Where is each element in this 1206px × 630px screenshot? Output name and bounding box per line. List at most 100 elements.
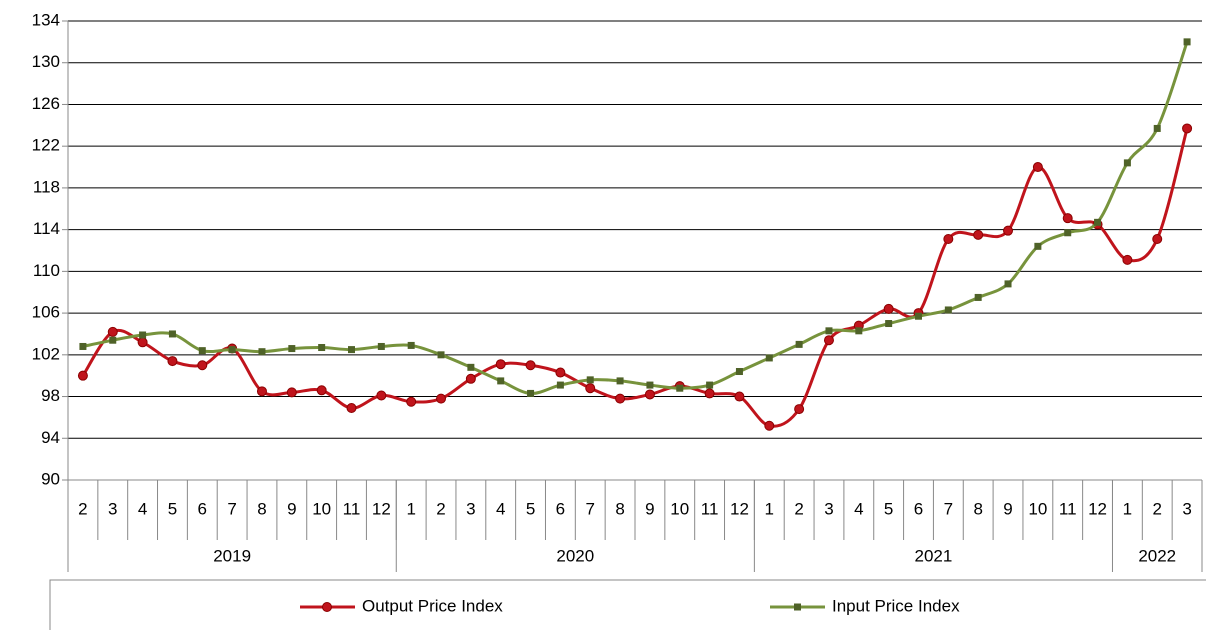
point [497, 377, 505, 385]
point [704, 388, 715, 399]
point [79, 342, 87, 350]
point [1034, 242, 1042, 250]
y-tick-label: 94 [41, 428, 60, 447]
point [585, 383, 596, 394]
point [407, 341, 415, 349]
point [1152, 234, 1163, 245]
point [168, 330, 176, 338]
point [137, 337, 148, 348]
point [616, 377, 624, 385]
point [1182, 123, 1193, 134]
y-tick-label: 110 [33, 261, 60, 280]
x-tick-label: 11 [701, 499, 719, 518]
point [258, 348, 266, 356]
y-tick-label: 90 [41, 469, 60, 488]
point [495, 359, 506, 370]
point [1123, 159, 1131, 167]
point [109, 336, 117, 344]
point [436, 393, 447, 404]
point [406, 396, 417, 407]
point [646, 381, 654, 389]
x-tick-label: 4 [854, 499, 863, 518]
x-tick-label: 6 [556, 499, 565, 518]
point [794, 404, 805, 415]
x-tick-label: 8 [257, 499, 266, 518]
point [525, 360, 536, 371]
x-tick-label: 4 [138, 499, 147, 518]
x-tick-label: 2 [1153, 499, 1162, 518]
point [615, 393, 626, 404]
point [1183, 38, 1191, 46]
point [228, 346, 236, 354]
point [437, 351, 445, 359]
point [318, 344, 326, 352]
x-tick-label: 1 [1123, 499, 1132, 518]
y-tick-label: 122 [32, 136, 60, 155]
legend-label: Output Price Index [362, 596, 503, 615]
point [1062, 213, 1073, 224]
x-tick-label: 12 [730, 499, 749, 518]
x-tick-label: 5 [526, 499, 535, 518]
point [974, 293, 982, 301]
point [467, 363, 475, 371]
y-tick-label: 98 [41, 386, 60, 405]
point [377, 342, 385, 350]
point [316, 385, 327, 396]
x-tick-label: 12 [372, 499, 391, 518]
point [139, 331, 147, 339]
point [795, 340, 803, 348]
point [644, 389, 655, 400]
x-tick-label: 4 [496, 499, 505, 518]
point [1153, 124, 1161, 132]
group-label: 2022 [1138, 546, 1176, 565]
x-tick-label: 7 [944, 499, 953, 518]
x-tick-label: 8 [973, 499, 982, 518]
point [197, 360, 208, 371]
point [883, 303, 894, 314]
point [706, 381, 714, 389]
point [1003, 225, 1014, 236]
x-tick-label: 5 [884, 499, 893, 518]
y-tick-label: 102 [32, 344, 60, 363]
point [77, 370, 88, 381]
point [376, 390, 387, 401]
x-tick-label: 3 [108, 499, 117, 518]
point [556, 381, 564, 389]
x-tick-label: 10 [312, 499, 331, 518]
x-tick-label: 2 [78, 499, 87, 518]
point [825, 327, 833, 335]
x-tick-label: 3 [466, 499, 475, 518]
x-tick-label: 9 [645, 499, 654, 518]
legend-label: Input Price Index [832, 596, 960, 615]
x-tick-label: 11 [1059, 499, 1077, 518]
point [855, 327, 863, 335]
point [288, 345, 296, 353]
point [586, 376, 594, 384]
x-tick-label: 11 [343, 499, 361, 518]
x-tick-label: 6 [198, 499, 207, 518]
legend-marker [794, 603, 801, 611]
x-tick-label: 10 [1028, 499, 1047, 518]
point [1122, 254, 1133, 265]
point [676, 384, 684, 392]
x-tick-label: 3 [824, 499, 833, 518]
point [107, 326, 118, 337]
point [198, 347, 206, 355]
point [1064, 229, 1072, 237]
point [1094, 218, 1102, 226]
x-tick-label: 10 [670, 499, 689, 518]
x-tick-label: 5 [168, 499, 177, 518]
group-label: 2021 [915, 546, 953, 565]
point [885, 320, 893, 328]
point [348, 346, 355, 354]
point [735, 368, 743, 376]
point [527, 389, 535, 397]
point [973, 229, 984, 240]
y-tick-label: 126 [32, 94, 60, 113]
point [915, 312, 922, 320]
point [823, 335, 834, 346]
point [944, 306, 952, 314]
x-tick-label: 2 [436, 499, 445, 518]
y-tick-label: 114 [33, 219, 60, 238]
x-tick-label: 9 [287, 499, 296, 518]
